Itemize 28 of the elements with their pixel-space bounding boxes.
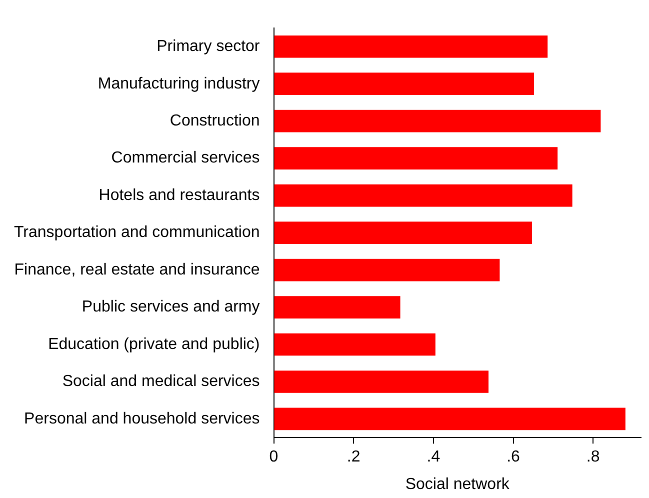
y-tick-label: Public services and army bbox=[82, 298, 260, 316]
bar bbox=[274, 258, 500, 282]
bar bbox=[274, 333, 436, 356]
x-tick-label: 0 bbox=[269, 448, 278, 466]
bar bbox=[274, 296, 400, 318]
y-tick-label: Social and medical services bbox=[62, 373, 260, 390]
bar bbox=[274, 370, 489, 393]
x-axis-title: Social network bbox=[405, 476, 510, 493]
y-tick-label: Education (private and public) bbox=[48, 336, 260, 353]
y-tick-label: Commercial services bbox=[111, 150, 260, 167]
y-tick-label: Transportation and communication bbox=[14, 224, 260, 242]
y-tick-label: Hotels and restaurants bbox=[98, 186, 260, 204]
y-tick-label: Finance, real estate and insurance bbox=[14, 261, 260, 278]
x-tick-label: .6 bbox=[506, 448, 520, 466]
y-tick-label: Construction bbox=[170, 112, 260, 130]
bar bbox=[274, 35, 548, 58]
x-tick-label: .2 bbox=[346, 448, 360, 466]
bar bbox=[274, 147, 558, 170]
bar bbox=[274, 184, 572, 207]
bar bbox=[274, 72, 534, 96]
x-tick-label: .8 bbox=[586, 448, 600, 466]
bar bbox=[274, 408, 626, 430]
bar bbox=[274, 222, 532, 244]
y-tick-label: Personal and household services bbox=[24, 410, 260, 428]
bar bbox=[274, 110, 601, 132]
y-tick-label: Manufacturing industry bbox=[98, 75, 260, 92]
x-tick-label: .4 bbox=[426, 448, 440, 466]
y-tick-label: Primary sector bbox=[156, 38, 260, 56]
